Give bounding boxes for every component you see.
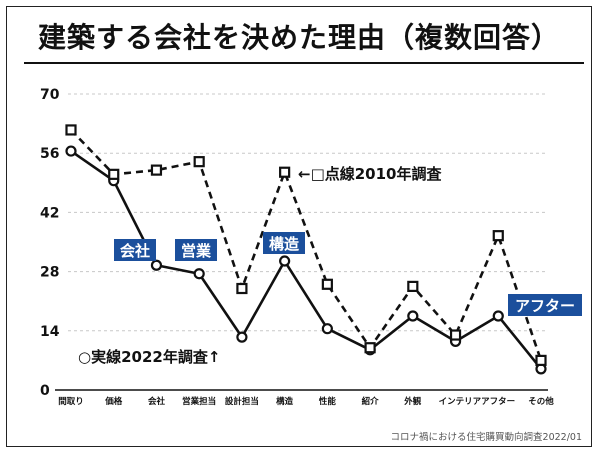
x-tick-label: 設計担当 <box>225 396 259 407</box>
x-tick-label: 性能 <box>319 396 337 407</box>
y-tick-label: 42 <box>40 205 59 221</box>
x-tick-label: 会社 <box>147 396 166 407</box>
data-point-2010 <box>449 329 462 341</box>
y-tick-label: 70 <box>40 87 60 103</box>
grid <box>55 93 548 391</box>
y-tick-label: 56 <box>40 146 59 162</box>
y-tick-labels: 0 14 28 42 56 70 <box>40 87 60 399</box>
source-note: コロナ禍における住宅購買動向調査2022/01 <box>390 432 582 443</box>
legend-2010: ←□点線2010年調査 <box>298 165 442 183</box>
x-tick-label: 紹介 <box>362 396 380 407</box>
badge-after: アフター <box>515 297 575 315</box>
series-line-2010 <box>70 129 543 361</box>
data-point-2010 <box>65 124 77 136</box>
x-tick-label: 構造 <box>276 396 294 407</box>
data-point-2010 <box>535 354 547 366</box>
data-point-2010 <box>321 278 333 290</box>
chart-frame <box>6 6 592 447</box>
data-point-2010 <box>193 156 205 168</box>
y-tick-label: 14 <box>40 324 60 340</box>
data-point-2010 <box>150 164 163 176</box>
x-tick-label: その他 <box>528 396 554 407</box>
data-point-2010 <box>108 168 120 180</box>
badge-kozo: 構造 <box>269 235 299 253</box>
chart-title: 建築する会社を決めた理由（複数回答） <box>38 21 561 54</box>
data-point-2010 <box>279 166 291 178</box>
data-point-2022 <box>236 331 248 343</box>
y-tick-label: 0 <box>40 383 50 399</box>
badge-kaisha: 会社 <box>120 242 150 260</box>
data-point-2022 <box>492 310 504 322</box>
data-point-2022 <box>193 268 205 280</box>
data-point-2010 <box>236 282 248 295</box>
badge-eigyo-bg <box>175 239 217 261</box>
data-point-2022 <box>321 323 333 335</box>
data-point-2022 <box>150 259 163 271</box>
x-tick-labels: 間取り 価格 会社 営業担当 設計担当 構造 性能 紹介 外観 インテリアアフター その他 <box>58 396 554 407</box>
x-tick-label: 価格 <box>104 396 123 407</box>
x-tick-label: 間取り <box>58 397 84 407</box>
data-point-2022 <box>279 255 291 267</box>
data-point-2022 <box>407 310 419 322</box>
data-point-2010 <box>407 280 419 292</box>
data-point-2010 <box>492 230 504 242</box>
badge-kozo-bg <box>263 232 305 254</box>
x-tick-label: 外観 <box>403 396 422 407</box>
y-tick-label: 28 <box>40 265 59 281</box>
series-markers <box>65 124 547 375</box>
data-point-2022 <box>65 145 77 157</box>
legend-2022: ○実線2022年調査↑ <box>78 348 220 366</box>
x-tick-label: 営業担当 <box>182 396 216 407</box>
data-point-2010 <box>364 342 376 354</box>
title-rule <box>24 62 584 64</box>
badge-after-bg <box>508 294 582 316</box>
x-tick-label: インテリアアフター <box>439 396 516 407</box>
badge-kaisha-bg <box>114 239 156 261</box>
badge-eigyo: 営業 <box>181 242 212 260</box>
